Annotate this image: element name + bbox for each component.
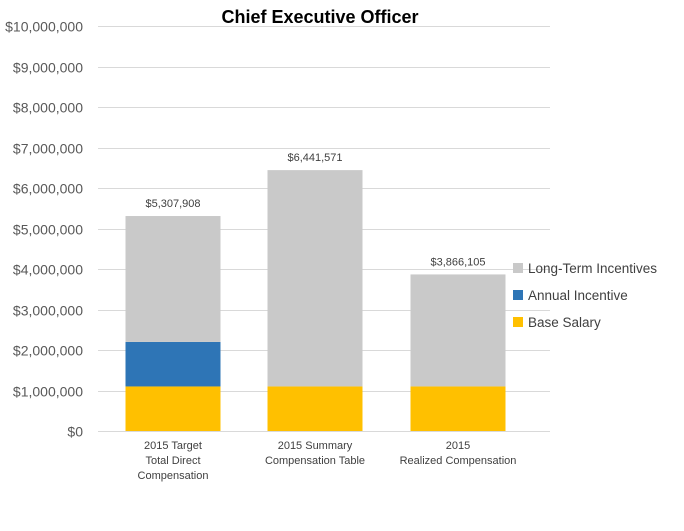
total-data-label: $3,866,105 [430,256,485,268]
legend-swatch [513,290,523,300]
total-data-label: $6,441,571 [287,152,342,164]
y-axis-tick-labels: $0 $1,000,000 $2,000,000 $3,000,000 $4,000,0… [5,19,83,440]
bar-segment-base-salary [267,386,363,431]
legend-label: Annual Incentive [528,288,628,303]
x-tick-label-line: Compensation [138,470,209,482]
y-tick-label: $6,000,000 [13,181,83,197]
bar-segment-base-salary [410,386,506,431]
y-tick-label: $9,000,000 [13,60,83,76]
y-tick-label: $3,000,000 [13,303,83,319]
y-tick-label: $5,000,000 [13,222,83,238]
x-tick-label: 2015 Target Total Direct Compensation [138,440,209,482]
y-tick-label: $2,000,000 [13,343,83,359]
x-tick-label: 2015 Summary Compensation Table [265,440,365,467]
x-tick-label-line: 2015 Summary [278,440,353,452]
bar-segment-long-term-incentives [125,216,221,342]
x-axis-tick-labels: 2015 Target Total Direct Compensation2015 … [138,440,517,482]
x-tick-label: 2015 Realized Compensation [400,440,517,467]
legend-label: Base Salary [528,315,601,330]
x-tick-label-line: Total Direct [145,455,200,467]
y-tick-label: $10,000,000 [5,19,83,35]
bars [125,170,506,431]
y-tick-label: $8,000,000 [13,100,83,116]
legend-swatch [513,317,523,327]
legend-swatch [513,263,523,273]
data-labels: $5,307,908 $6,441,571 $3,866,105 [145,152,485,268]
bar-segment-long-term-incentives [267,170,363,387]
y-tick-label: $4,000,000 [13,262,83,278]
y-tick-label: $0 [67,424,83,440]
bar-segment-long-term-incentives [410,274,506,387]
x-tick-label-line: Realized Compensation [400,455,517,467]
x-tick-label-line: 2015 [446,440,470,452]
x-tick-label-line: Compensation Table [265,455,365,467]
y-tick-label: $1,000,000 [13,384,83,400]
bar-segment-annual-incentive [125,341,221,387]
y-tick-label: $7,000,000 [13,141,83,157]
total-data-label: $5,307,908 [145,198,200,210]
bar-segment-base-salary [125,386,221,431]
legend: Long-Term Incentives Annual Incentive Base… [513,261,657,330]
legend-label: Long-Term Incentives [528,261,657,276]
x-tick-label-line: 2015 Target [144,440,202,452]
chart-title: Chief Executive Officer [221,7,418,27]
